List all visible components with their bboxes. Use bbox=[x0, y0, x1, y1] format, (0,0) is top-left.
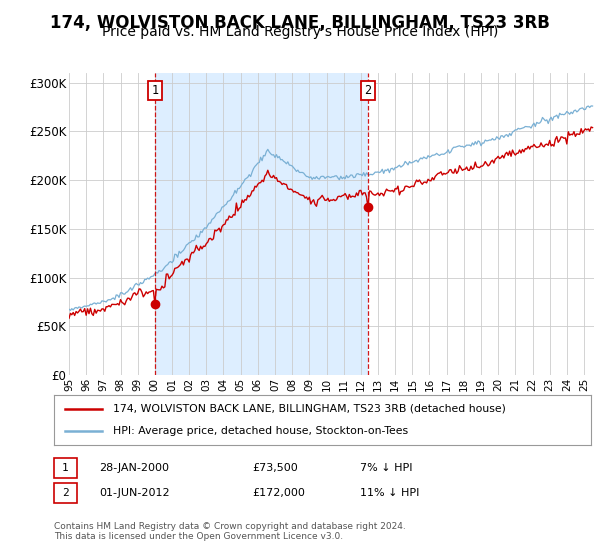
Text: 01-JUN-2012: 01-JUN-2012 bbox=[99, 488, 170, 498]
Text: 2: 2 bbox=[62, 488, 69, 498]
Text: 28-JAN-2000: 28-JAN-2000 bbox=[99, 463, 169, 473]
Text: 2: 2 bbox=[364, 84, 371, 97]
Text: 1: 1 bbox=[62, 463, 69, 473]
Text: 11% ↓ HPI: 11% ↓ HPI bbox=[360, 488, 419, 498]
Text: HPI: Average price, detached house, Stockton-on-Tees: HPI: Average price, detached house, Stoc… bbox=[113, 426, 408, 436]
Text: £172,000: £172,000 bbox=[252, 488, 305, 498]
Text: 174, WOLVISTON BACK LANE, BILLINGHAM, TS23 3RB (detached house): 174, WOLVISTON BACK LANE, BILLINGHAM, TS… bbox=[113, 404, 506, 414]
Text: 7% ↓ HPI: 7% ↓ HPI bbox=[360, 463, 413, 473]
Text: 174, WOLVISTON BACK LANE, BILLINGHAM, TS23 3RB: 174, WOLVISTON BACK LANE, BILLINGHAM, TS… bbox=[50, 14, 550, 32]
Text: 1: 1 bbox=[151, 84, 158, 97]
Text: Contains HM Land Registry data © Crown copyright and database right 2024.
This d: Contains HM Land Registry data © Crown c… bbox=[54, 522, 406, 542]
Bar bbox=[155, 73, 368, 375]
Text: Price paid vs. HM Land Registry's House Price Index (HPI): Price paid vs. HM Land Registry's House … bbox=[102, 25, 498, 39]
Text: £73,500: £73,500 bbox=[252, 463, 298, 473]
